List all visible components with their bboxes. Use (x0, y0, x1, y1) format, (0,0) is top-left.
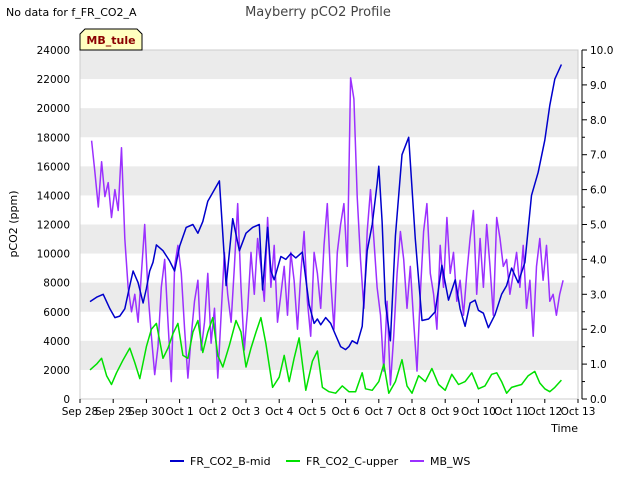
tag-shape (79, 28, 143, 51)
series-line-fr-co2-b-mid (89, 64, 563, 351)
y2-tick-label: 2.0 (590, 324, 607, 336)
legend: FR_CO2_B-mid FR_CO2_C-upper MB_WS (170, 455, 470, 468)
tag-badge: MB_tule (79, 28, 143, 51)
grid-band (80, 340, 578, 370)
y2-tick-label: 7.0 (590, 150, 607, 162)
x-tick-label: Sep 29 (95, 406, 132, 418)
legend-label: FR_CO2_C-upper (306, 455, 399, 468)
x-tick-label: Oct 6 (332, 406, 360, 418)
series-line-mb-ws (90, 77, 564, 386)
no-data-note: No data for f_FR_CO2_A (6, 6, 137, 19)
y-tick-label: 8000 (43, 278, 70, 290)
y-axis-title: pCO2 (ppm) (7, 190, 20, 257)
y-tick-label: 24000 (37, 45, 70, 57)
plot-frame (79, 49, 579, 400)
legend-label: MB_WS (430, 455, 470, 468)
x-tick-label: Oct 9 (431, 406, 459, 418)
x-tick-label: Oct 1 (166, 406, 194, 418)
y2-tick-label: 10.0 (590, 45, 613, 57)
y2-tick-label: 5.0 (590, 220, 607, 232)
y2-tick-label: 8.0 (590, 115, 607, 127)
y-tick-label: 12000 (37, 220, 70, 232)
chart-title: Mayberry pCO2 Profile (245, 5, 391, 20)
plot-bands (80, 50, 578, 370)
x-tick-label: Oct 10 (461, 406, 496, 418)
x-tick-label: Oct 3 (232, 406, 260, 418)
x-axis-title: Time (550, 422, 578, 435)
x-tick-label: Oct 13 (561, 406, 596, 418)
y-tick-label: 2000 (43, 365, 70, 377)
y2-tick-label: 1.0 (590, 359, 607, 371)
x-tick-label: Oct 4 (265, 406, 293, 418)
y-tick-label: 4000 (43, 336, 70, 348)
tag-label: MB_tule (86, 34, 135, 47)
series-line-fr-co2-c-upper (89, 316, 562, 394)
x-tick-label: Oct 7 (365, 406, 393, 418)
grid-band (80, 282, 578, 312)
y2-tick-label: 0.0 (590, 394, 607, 406)
legend-label: FR_CO2_B-mid (190, 455, 271, 468)
y-tick-label: 10000 (37, 249, 70, 261)
y2-tick-label: 6.0 (590, 185, 607, 197)
x-tick-label: Sep 30 (128, 406, 165, 418)
x-tick-label: Oct 5 (298, 406, 326, 418)
y-tick-label: 14000 (37, 190, 70, 202)
grid-band (80, 50, 578, 80)
grid-band (80, 108, 578, 138)
grid-band (80, 166, 578, 196)
x-tick-label: Sep 28 (62, 406, 99, 418)
x-tick-label: Oct 12 (527, 406, 562, 418)
y-tick-label: 6000 (43, 307, 70, 319)
y-tick-label: 16000 (37, 161, 70, 173)
x-tick-label: Oct 8 (398, 406, 426, 418)
x-tick-label: Oct 2 (199, 406, 227, 418)
series-layer (89, 64, 564, 394)
x-tick-label: Oct 11 (494, 406, 529, 418)
y2-tick-label: 4.0 (590, 254, 607, 266)
y-tick-label: 18000 (37, 132, 70, 144)
y-tick-label: 0 (63, 394, 70, 406)
y2-tick-label: 9.0 (590, 80, 607, 92)
y-tick-label: 22000 (37, 74, 70, 86)
axes-layer: 0 2000 4000 6000 8000 10000 12000 14000 16000 180… (37, 45, 614, 418)
y-tick-label: 20000 (37, 103, 70, 115)
y2-tick-label: 3.0 (590, 289, 607, 301)
